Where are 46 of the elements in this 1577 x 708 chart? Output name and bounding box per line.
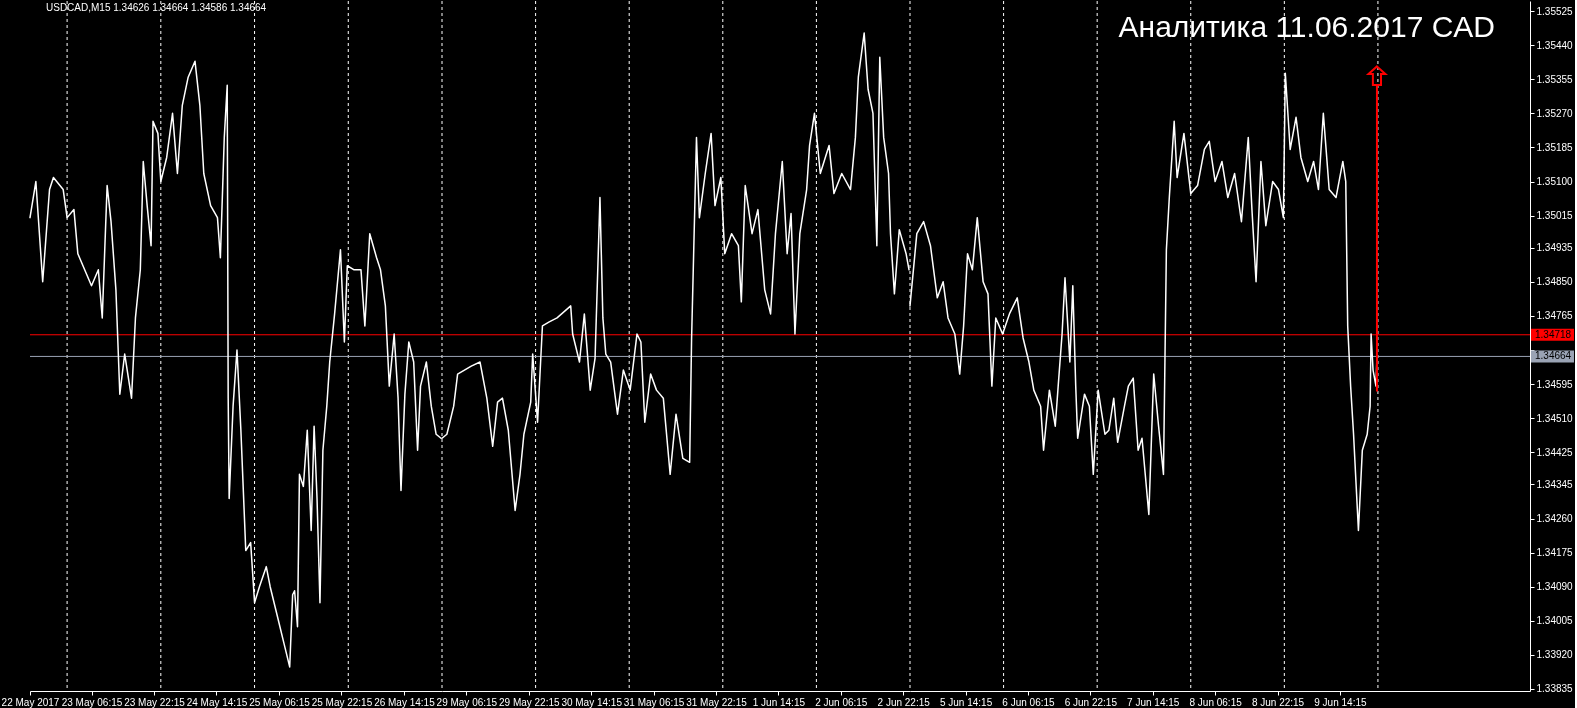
y-tick-label: 1.33920 [1536,649,1574,661]
x-tick-label: 30 May 14:15 [561,696,623,708]
y-tick-label: 1.34425 [1536,446,1574,458]
chart-title: Аналитика 11.06.2017 CAD [1118,10,1495,43]
y-tick-label: 1.35525 [1536,5,1574,17]
y-tick-label: 1.34260 [1536,513,1574,524]
x-tick-label: 22 May 2017 [1,696,60,708]
x-tick-label: 2 Jun 06:15 [815,696,868,708]
x-tick-label: 5 Jun 14:15 [939,696,993,708]
y-tick-label: 1.35355 [1536,73,1574,85]
x-tick-label: 23 May 22:15 [124,696,186,708]
y-tick-label: 1.34765 [1536,310,1574,322]
x-tick-label: 8 Jun 06:15 [1189,696,1243,708]
x-tick-label: 7 Jun 14:15 [1127,696,1180,708]
y-tick-label: 1.34090 [1536,581,1574,593]
x-tick-label: 31 May 06:15 [623,696,685,708]
y-tick-label: 1.33835 [1536,683,1574,695]
y-tick-label: 1.34005 [1536,615,1574,627]
x-tick-label: 29 May 06:15 [436,696,498,708]
x-tick-label: 9 Jun 14:15 [1314,696,1367,708]
x-tick-label: 31 May 22:15 [686,696,748,708]
x-tick-label: 1 Jun 14:15 [752,696,806,708]
x-tick-label: 29 May 22:15 [498,696,560,708]
y-tick-label: 1.35100 [1536,176,1574,188]
ref-line-label: 1.34718 [1535,328,1572,340]
y-tick-label: 1.34175 [1536,547,1574,559]
x-tick-label: 25 May 22:15 [311,696,373,708]
x-tick-label: 6 Jun 22:15 [1064,696,1118,708]
x-tick-label: 6 Jun 06:15 [1002,696,1056,708]
x-tick-label: 23 May 06:15 [61,696,123,708]
y-tick-label: 1.35440 [1536,39,1574,51]
x-tick-label: 26 May 14:15 [374,696,436,708]
y-tick-label: 1.35015 [1536,210,1574,222]
y-tick-label: 1.34345 [1536,478,1574,490]
y-tick-label: 1.34510 [1536,412,1574,424]
y-tick-label: 1.35185 [1536,141,1574,153]
x-tick-label: 24 May 14:15 [186,696,248,708]
x-tick-label: 2 Jun 22:15 [877,696,931,708]
annotation: USDCAD,M15 1.34626 1.34664 1.34586 1.34664 [46,2,267,13]
y-tick-label: 1.35270 [1536,107,1574,119]
x-tick-label: 8 Jun 22:15 [1251,696,1305,708]
y-tick-label: 1.34595 [1536,378,1574,390]
ref-line-label: 1.34664 [1535,350,1572,362]
x-tick-label: 25 May 06:15 [249,696,311,708]
y-tick-label: 1.34935 [1536,242,1574,254]
y-tick-label: 1.34850 [1536,276,1574,288]
